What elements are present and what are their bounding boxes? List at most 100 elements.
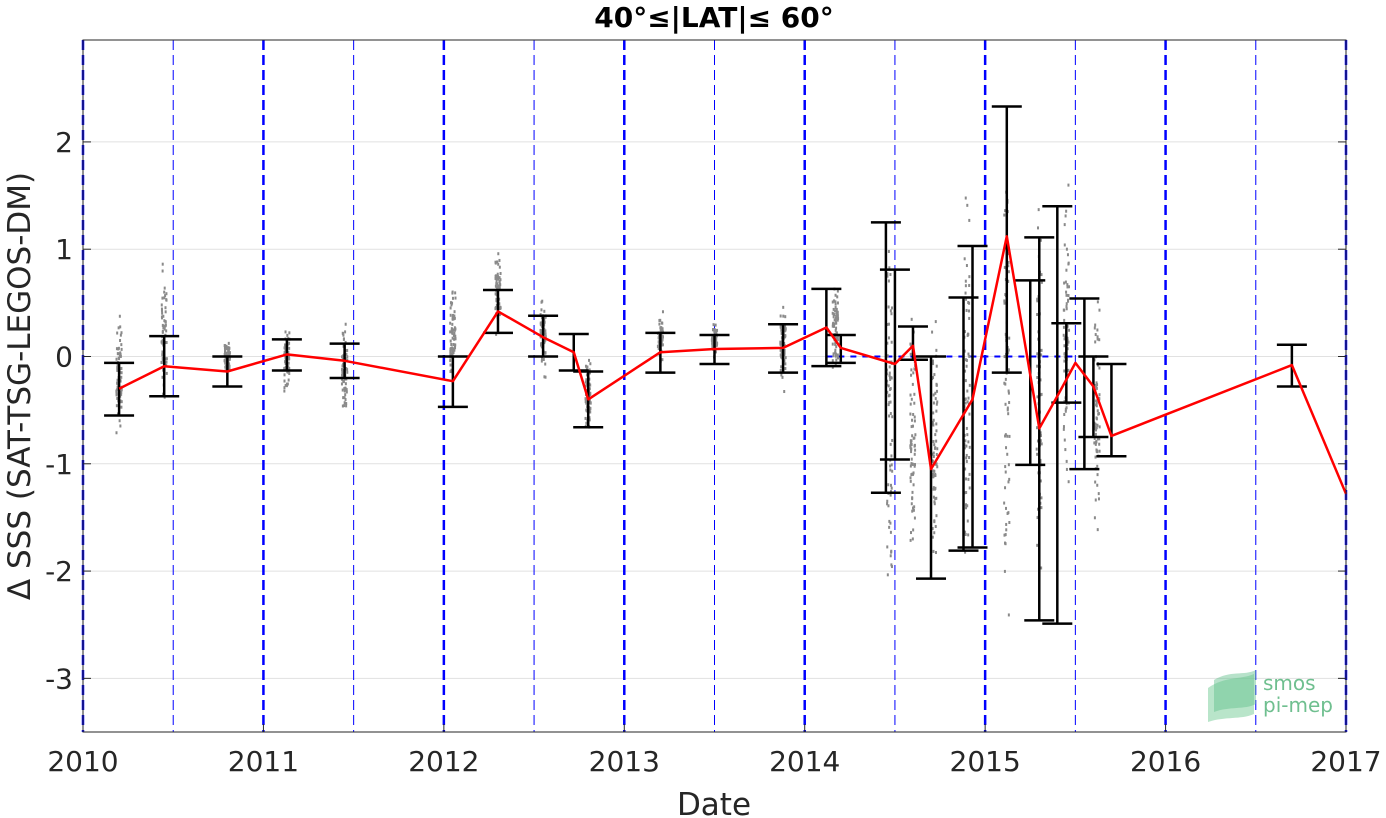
scatter-point <box>913 464 916 468</box>
scatter-point <box>283 350 286 354</box>
scatter-point <box>887 336 890 340</box>
scatter-point <box>968 283 971 287</box>
scatter-point <box>968 383 971 387</box>
scatter-point <box>1063 438 1066 442</box>
error-bar <box>1069 297 1100 471</box>
scatter-point <box>1063 243 1066 247</box>
scatter-point <box>886 545 889 549</box>
scatter-point <box>934 472 937 476</box>
scatter-point <box>1094 432 1097 436</box>
scatter-point <box>932 475 935 479</box>
scatter-point <box>225 347 228 351</box>
scatter-point <box>1065 247 1068 251</box>
scatter-point <box>891 469 894 473</box>
scatter-point <box>890 463 893 467</box>
scatter-point <box>1007 348 1010 352</box>
scatter-point <box>912 436 915 440</box>
scatter-point <box>966 519 969 523</box>
scatter-point <box>966 203 969 207</box>
scatter-point <box>119 424 122 428</box>
scatter-point <box>963 446 966 450</box>
scatter-point <box>342 380 345 384</box>
scatter-point <box>887 305 890 309</box>
scatter-point <box>116 385 119 389</box>
scatter-point <box>932 418 935 422</box>
scatter-point <box>496 274 499 278</box>
scatter-point <box>452 314 455 318</box>
scatter-point <box>713 328 716 332</box>
scatter-point <box>909 412 912 416</box>
scatter-point <box>343 389 346 393</box>
scatter-point <box>886 272 889 276</box>
scatter-point <box>494 306 497 310</box>
scatter-point <box>494 274 497 278</box>
scatter-point <box>497 262 500 266</box>
scatter-point <box>935 402 938 406</box>
scatter-point <box>784 362 787 366</box>
scatter-point <box>228 351 231 355</box>
scatter-point <box>657 345 660 349</box>
scatter-point <box>118 419 121 423</box>
scatter-point <box>967 309 970 313</box>
scatter-point <box>115 431 118 435</box>
scatter-point <box>498 258 501 262</box>
scatter-point <box>1094 323 1097 327</box>
scatter-point <box>779 342 782 346</box>
scatter-point <box>912 528 915 532</box>
scatter-point <box>1097 497 1100 501</box>
scatter-point <box>834 328 837 332</box>
scatter-point <box>1004 402 1007 406</box>
scatter-point <box>888 371 891 375</box>
scatter-point <box>1097 492 1100 496</box>
scatter-point <box>495 282 498 286</box>
x-tick-label: 2015 <box>950 745 1021 778</box>
scatter-point <box>833 299 836 303</box>
scatter-point <box>1040 353 1043 357</box>
x-tick-label: 2010 <box>47 745 118 778</box>
scatter-point <box>1063 359 1066 363</box>
scatter-point <box>911 490 914 494</box>
scatter-point <box>1003 569 1006 573</box>
scatter-point <box>933 502 936 506</box>
scatter-point <box>783 353 786 357</box>
chart-title: 40°≤|LAT|≤ 60° <box>594 1 834 34</box>
scatter-point <box>119 351 122 355</box>
scatter-point <box>911 382 914 386</box>
scatter-point <box>164 320 167 324</box>
scatter-point <box>886 354 889 358</box>
scatter-point <box>544 335 547 339</box>
scatter-point <box>1067 285 1070 289</box>
x-axis-title: Date <box>677 787 751 818</box>
scatter-point <box>1007 389 1010 393</box>
scatter-point <box>342 354 345 358</box>
scatter-point <box>932 362 935 366</box>
scatter-point <box>1098 366 1101 370</box>
scatter-point <box>1065 459 1068 463</box>
scatter-point <box>965 308 968 312</box>
scatter-point <box>283 343 286 347</box>
scatter-point <box>836 295 839 299</box>
scatter-point <box>1066 253 1069 257</box>
scatter-point <box>341 367 344 371</box>
scatter-point <box>1006 452 1009 456</box>
scatter-point <box>1039 238 1042 242</box>
scatter-point <box>658 322 661 326</box>
scatter-point <box>966 504 969 508</box>
scatter-point <box>889 530 892 534</box>
scatter-point <box>341 355 344 359</box>
scatter-point <box>936 400 939 404</box>
scatter-point <box>888 519 891 523</box>
scatter-point <box>449 350 452 354</box>
scatter-point <box>498 282 501 286</box>
scatter-point <box>889 521 892 525</box>
scatter-point <box>589 362 592 366</box>
scatter-point <box>451 296 454 300</box>
scatter-point <box>1096 423 1099 427</box>
scatter-point <box>588 418 591 422</box>
scatter-point <box>449 301 452 305</box>
scatter-point <box>449 339 452 343</box>
scatter-point <box>935 429 938 433</box>
scatter-point <box>288 355 291 359</box>
scatter-point <box>1066 324 1069 328</box>
